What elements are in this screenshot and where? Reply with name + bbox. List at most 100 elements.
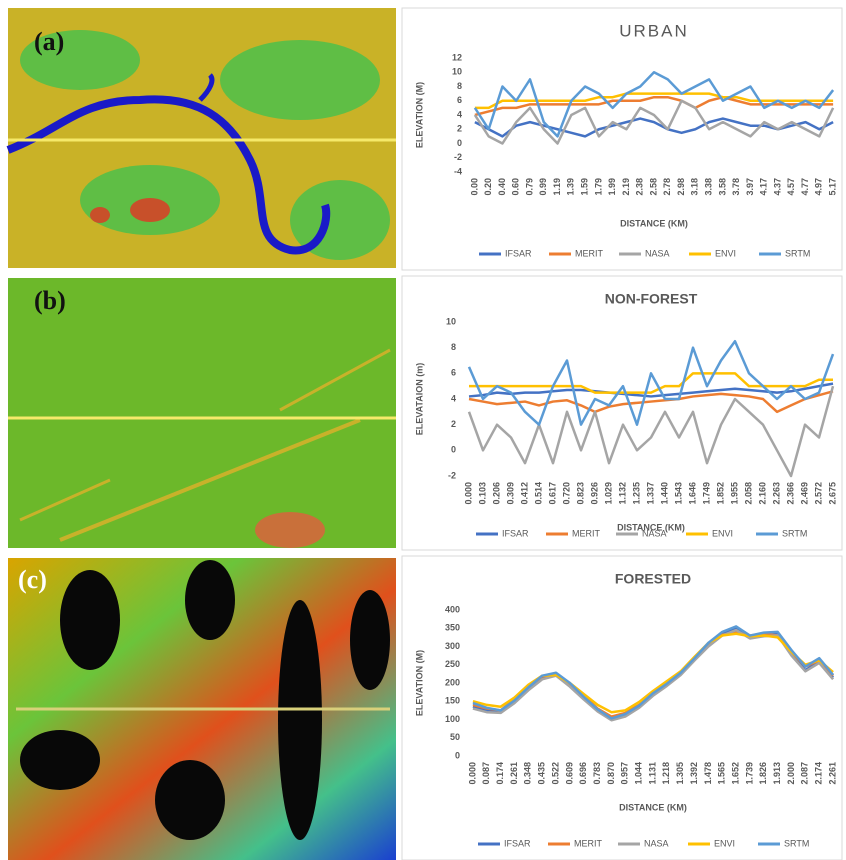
legend-label: NASA: [642, 528, 667, 538]
x-tick-label: 5.17: [827, 178, 837, 196]
y-tick-label: 200: [445, 677, 460, 687]
x-tick-label: 1.029: [603, 482, 613, 505]
x-tick-label: 4.37: [772, 178, 782, 196]
y-tick-label: 2: [451, 419, 456, 429]
x-tick-label: 3.38: [703, 178, 713, 196]
y-axis-label: ELEVATION (M): [414, 650, 424, 716]
x-tick-label: 0.783: [592, 762, 602, 785]
series-line: [467, 340, 835, 426]
image-non-forest: [8, 278, 396, 548]
x-tick-label: 2.058: [743, 482, 753, 505]
x-tick-label: 0.309: [505, 482, 515, 505]
x-axis-label: DISTANCE (KM): [619, 802, 687, 812]
x-tick-label: 2.19: [621, 178, 631, 196]
y-tick-label: 250: [445, 659, 460, 669]
x-tick-label: 0.412: [519, 482, 529, 505]
x-tick-label: 4.77: [800, 178, 810, 196]
y-tick-label: 300: [445, 641, 460, 651]
x-tick-label: 2.38: [635, 178, 645, 196]
panel-label: (b): [34, 286, 66, 315]
x-tick-label: 0.000: [463, 482, 473, 505]
x-tick-label: 0.206: [491, 482, 501, 505]
legend-label: IFSAR: [505, 248, 532, 258]
y-tick-label: -2: [454, 152, 462, 162]
x-tick-label: 1.39: [566, 178, 576, 196]
x-tick-label: 2.174: [814, 762, 824, 785]
y-tick-label: 4: [457, 109, 462, 119]
y-axis-label: ELEVATAION (m): [414, 363, 424, 436]
legend-label: MERIT: [575, 248, 604, 258]
y-tick-label: 8: [457, 81, 462, 91]
y-tick-label: 50: [450, 732, 460, 742]
x-tick-label: 0.522: [550, 762, 560, 785]
x-tick-label: 2.263: [771, 482, 781, 505]
y-tick-label: 6: [457, 95, 462, 105]
x-tick-label: 1.235: [631, 482, 641, 505]
chart-frame: [401, 555, 843, 860]
x-tick-label: 0.00: [469, 178, 479, 196]
legend-label: NASA: [644, 838, 669, 848]
y-tick-label: 150: [445, 696, 460, 706]
series-line: [467, 385, 835, 478]
x-tick-label: 2.469: [799, 482, 809, 505]
series-line: [472, 628, 835, 722]
x-tick-label: 0.696: [578, 762, 588, 785]
x-tick-label: 2.366: [785, 482, 795, 505]
x-tick-label: 4.97: [814, 178, 824, 196]
y-tick-label: 10: [446, 316, 456, 326]
y-tick-label: 0: [455, 750, 460, 760]
series-line: [473, 71, 835, 138]
x-tick-label: 0.40: [497, 178, 507, 196]
legend-label: ENVI: [712, 528, 733, 538]
x-tick-label: 1.59: [579, 178, 589, 196]
x-tick-label: 1.646: [687, 482, 697, 505]
y-tick-label: 400: [445, 604, 460, 614]
y-tick-label: 2: [457, 124, 462, 134]
x-tick-label: 0.000: [467, 762, 477, 785]
x-tick-label: 1.132: [617, 482, 627, 505]
x-tick-label: 0.514: [533, 482, 543, 505]
x-tick-label: 1.652: [730, 762, 740, 785]
x-tick-label: 4.57: [786, 178, 796, 196]
chart-frame: [401, 7, 843, 271]
x-tick-label: 1.739: [744, 762, 754, 785]
x-tick-label: 2.087: [800, 762, 810, 785]
series-line: [472, 632, 834, 714]
x-tick-label: 3.18: [690, 178, 700, 196]
legend-label: SRTM: [784, 838, 809, 848]
x-tick-label: 1.305: [675, 762, 685, 785]
x-tick-label: 2.160: [757, 482, 767, 505]
x-tick-label: 1.749: [701, 482, 711, 505]
x-tick-label: 0.617: [547, 482, 557, 505]
chart-title: NON-FOREST: [605, 291, 698, 307]
x-tick-label: 1.044: [634, 762, 644, 785]
x-tick-label: 3.78: [731, 178, 741, 196]
y-tick-label: 8: [451, 342, 456, 352]
y-tick-label: 6: [451, 368, 456, 378]
legend-label: IFSAR: [504, 838, 531, 848]
x-tick-label: 1.19: [552, 178, 562, 196]
x-tick-label: 1.392: [689, 762, 699, 785]
x-tick-label: 1.440: [659, 482, 669, 505]
y-tick-label: -4: [454, 166, 462, 176]
x-tick-label: 0.348: [523, 762, 533, 785]
panel-label: (a): [34, 27, 64, 56]
x-tick-label: 1.337: [645, 482, 655, 505]
x-tick-label: 1.543: [673, 482, 683, 505]
y-tick-label: 4: [451, 393, 456, 403]
y-tick-label: 0: [457, 138, 462, 148]
y-axis-label: ELEVATION (M): [414, 82, 424, 148]
y-tick-label: 10: [452, 67, 462, 77]
x-tick-label: 0.261: [509, 762, 519, 785]
legend-label: ENVI: [715, 248, 736, 258]
x-tick-label: 1.79: [593, 178, 603, 196]
series-line: [474, 92, 834, 110]
series-line: [473, 99, 835, 145]
x-tick-label: 2.000: [786, 762, 796, 785]
x-tick-label: 2.572: [813, 482, 823, 505]
x-tick-label: 0.926: [589, 482, 599, 505]
x-tick-label: 3.97: [745, 178, 755, 196]
x-tick-label: 1.955: [729, 482, 739, 505]
x-tick-label: 0.79: [524, 178, 534, 196]
x-tick-label: 1.565: [717, 762, 727, 785]
